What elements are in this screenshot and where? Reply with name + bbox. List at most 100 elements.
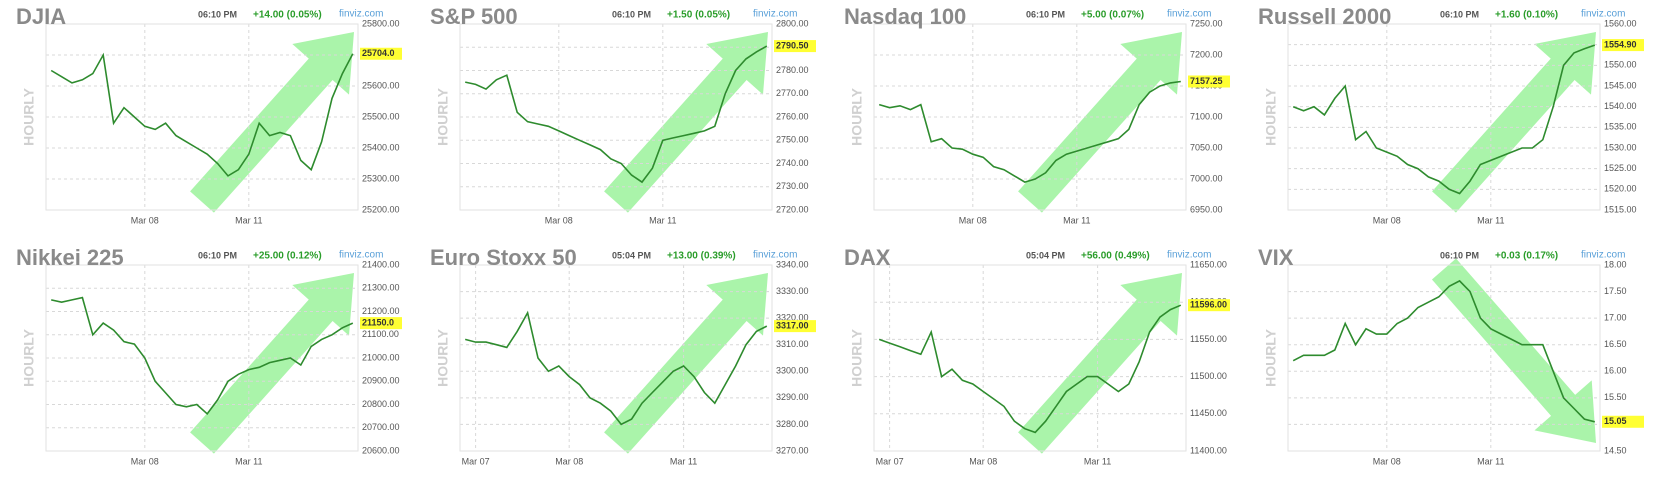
time: 06:10 PM [198, 9, 237, 19]
x-tick-label: Mar 08 [131, 456, 159, 466]
x-tick-label: Mar 11 [235, 215, 262, 225]
change: +0.03 (0.17%) [1495, 251, 1558, 262]
x-tick-label: Mar 08 [959, 215, 987, 225]
time: 06:10 PM [1026, 9, 1065, 19]
change: +25.00 (0.12%) [253, 251, 322, 262]
last-price-label: 21150.0 [362, 318, 394, 328]
last-price-box [1602, 39, 1644, 52]
time: 06:10 PM [1440, 9, 1479, 19]
y-tick-label: 1530.00 [1604, 142, 1637, 152]
y-tick-label: 21300.00 [362, 283, 400, 293]
last-price-box [1602, 415, 1644, 428]
y-tick-label: 1545.00 [1604, 80, 1637, 90]
last-price-label: 25704.0 [362, 48, 395, 58]
y-tick-label: 1550.00 [1604, 60, 1637, 70]
y-tick-label: 3330.00 [776, 286, 809, 296]
x-tick-label: Mar 08 [1373, 456, 1401, 466]
chart-title: Russell 2000 [1258, 4, 1391, 29]
trend-arrow [190, 32, 354, 213]
y-tick-label: 21400.00 [362, 259, 400, 269]
y-tick-label: 3320.00 [776, 313, 809, 323]
y-tick-label: 1540.00 [1604, 101, 1637, 111]
period: HOURLY [849, 328, 865, 386]
time: 06:10 PM [612, 9, 651, 19]
y-tick-label: 3310.00 [776, 339, 809, 349]
y-tick-label: 2730.00 [776, 181, 809, 191]
price-line [878, 80, 1181, 183]
change: +13.00 (0.39%) [667, 251, 736, 262]
y-tick-label: 2780.00 [776, 65, 809, 75]
y-tick-label: 17.50 [1604, 286, 1627, 296]
trend-arrow [1018, 32, 1182, 213]
y-tick-label: 3270.00 [776, 445, 809, 455]
plot-frame [1287, 264, 1601, 452]
plot-frame [459, 264, 773, 452]
y-tick-label: 11550.00 [1190, 334, 1227, 344]
x-tick-label: Mar 11 [1084, 456, 1111, 466]
y-tick-label: 11400.00 [1190, 445, 1227, 455]
last-price-label: 2790.50 [776, 40, 809, 50]
y-tick-label: 2800.00 [776, 18, 809, 28]
last-price-label: 15.05 [1604, 416, 1627, 426]
y-tick-label: 20900.00 [362, 376, 400, 386]
y-tick-label: 2760.00 [776, 111, 809, 121]
time: 06:10 PM [1440, 250, 1479, 260]
period: HOURLY [435, 328, 451, 386]
x-tick-label: Mar 07 [462, 456, 490, 466]
y-tick-label: 1535.00 [1604, 122, 1637, 132]
source: finviz.com [339, 250, 383, 261]
source: finviz.com [1581, 9, 1625, 20]
last-price-box [1188, 75, 1230, 88]
y-tick-label: 25800.00 [362, 18, 400, 28]
y-tick-label: 7000.00 [1190, 173, 1223, 183]
x-tick-label: Mar 08 [131, 215, 159, 225]
y-tick-label: 20600.00 [362, 445, 400, 455]
last-price-label: 3317.00 [776, 320, 809, 330]
chart-title: Nasdaq 100 [844, 4, 966, 29]
x-tick-label: Mar 08 [555, 456, 583, 466]
last-price-box [1188, 299, 1230, 312]
x-tick-label: Mar 11 [235, 456, 262, 466]
chart-title: VIX [1258, 245, 1294, 270]
time: 05:04 PM [612, 250, 651, 260]
y-tick-label: 15.50 [1604, 392, 1627, 402]
y-tick-label: 11450.00 [1190, 408, 1227, 418]
change: +1.50 (0.05%) [667, 10, 730, 21]
y-tick-label: 25500.00 [362, 111, 400, 121]
y-tick-label: 3300.00 [776, 366, 809, 376]
y-tick-label: 1520.00 [1604, 184, 1637, 194]
plot-frame [45, 264, 359, 452]
y-tick-label: 18.00 [1604, 259, 1627, 269]
y-tick-label: 1525.00 [1604, 163, 1637, 173]
period: HOURLY [1263, 328, 1279, 386]
x-tick-label: Mar 11 [1477, 456, 1504, 466]
trend-arrow [190, 273, 354, 454]
y-tick-label: 6950.00 [1190, 204, 1223, 214]
last-price-label: 1554.90 [1604, 39, 1637, 49]
source: finviz.com [1581, 250, 1625, 261]
y-tick-label: 1515.00 [1604, 204, 1637, 214]
x-tick-label: Mar 08 [545, 215, 573, 225]
chart-title: DJIA [16, 4, 66, 29]
price-line [51, 296, 354, 415]
x-tick-label: Mar 08 [1373, 215, 1401, 225]
y-tick-label: 25400.00 [362, 142, 400, 152]
y-tick-label: 11500.00 [1190, 371, 1227, 381]
last-price-label: 11596.00 [1190, 300, 1227, 310]
source: finviz.com [339, 9, 383, 20]
y-tick-label: 14.50 [1604, 445, 1627, 455]
y-tick-label: 25200.00 [362, 204, 400, 214]
last-price-box [774, 40, 816, 53]
y-tick-label: 3340.00 [776, 259, 809, 269]
plot-frame [45, 23, 359, 211]
source: finviz.com [1167, 9, 1211, 20]
x-tick-label: Mar 11 [1063, 215, 1090, 225]
y-tick-label: 2770.00 [776, 88, 809, 98]
change: +1.60 (0.10%) [1495, 10, 1558, 21]
x-tick-label: Mar 07 [876, 456, 904, 466]
y-tick-label: 1560.00 [1604, 18, 1637, 28]
x-tick-label: Mar 11 [670, 456, 697, 466]
last-price-box [774, 320, 816, 333]
